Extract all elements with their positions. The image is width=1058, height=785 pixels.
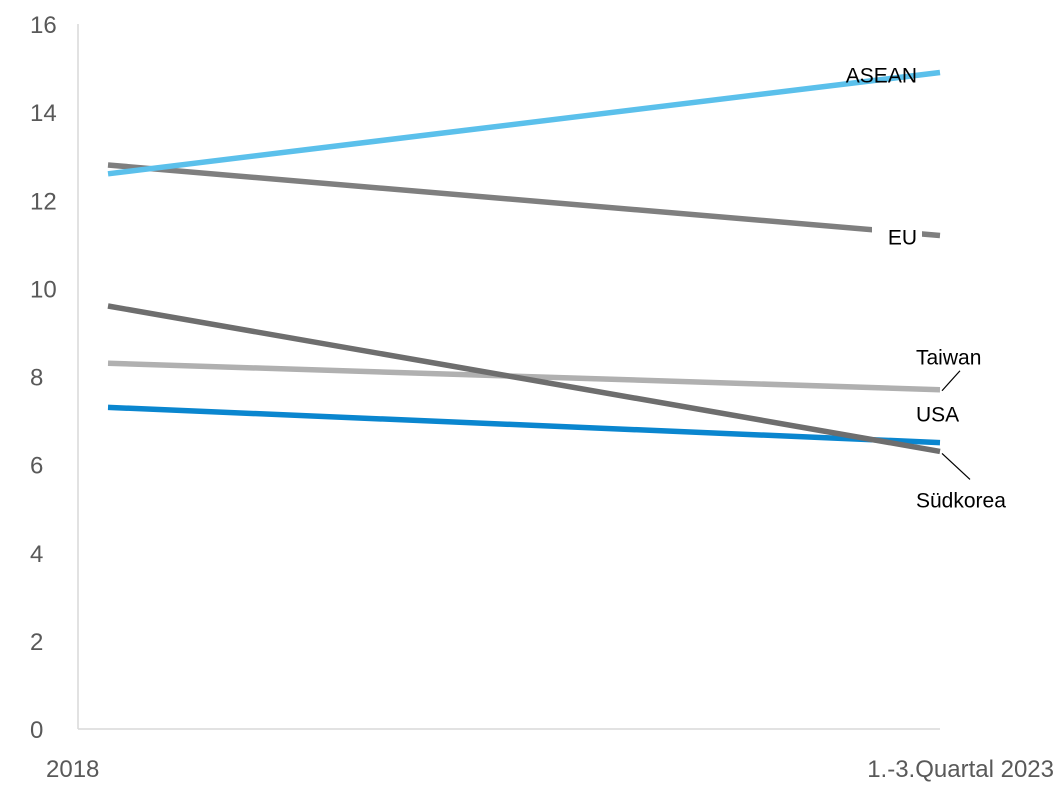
y-tick-label: 2 (30, 629, 43, 656)
x-axis: 2018 1.-3.Quartal 2023 (46, 728, 1054, 783)
y-tick-label: 6 (30, 453, 43, 480)
y-tick-label: 0 (30, 717, 43, 744)
series-line-asean (107, 69, 941, 177)
y-tick-label: 10 (30, 276, 57, 303)
series-label: ASEAN (846, 64, 917, 87)
eu-label-mask (872, 219, 922, 246)
series-label: USA (916, 404, 959, 427)
y-tick-label: 12 (30, 188, 57, 215)
series-line-s-dkorea (107, 303, 941, 455)
y-axis: 0 2 4 6 8 10 12 14 16 (30, 12, 79, 744)
series-label: Südkorea (916, 489, 1006, 512)
series-labels: ASEAN EU Taiwan USA Südkorea (846, 64, 1006, 512)
suedkorea-leader-line (941, 452, 971, 480)
y-tick-label: 4 (30, 541, 43, 568)
series-line-usa (107, 404, 941, 446)
series-line-eu (107, 162, 941, 239)
series-label: EU (888, 227, 917, 250)
y-tick-label: 14 (30, 100, 57, 127)
x-tick-label: 1.-3.Quartal 2023 (867, 756, 1054, 783)
y-tick-label: 8 (30, 365, 43, 392)
series-label: Taiwan (916, 347, 981, 370)
taiwan-leader-line (941, 370, 961, 392)
y-tick-label: 16 (30, 12, 57, 39)
x-tick-label: 2018 (46, 756, 99, 783)
series-lines (107, 69, 941, 455)
